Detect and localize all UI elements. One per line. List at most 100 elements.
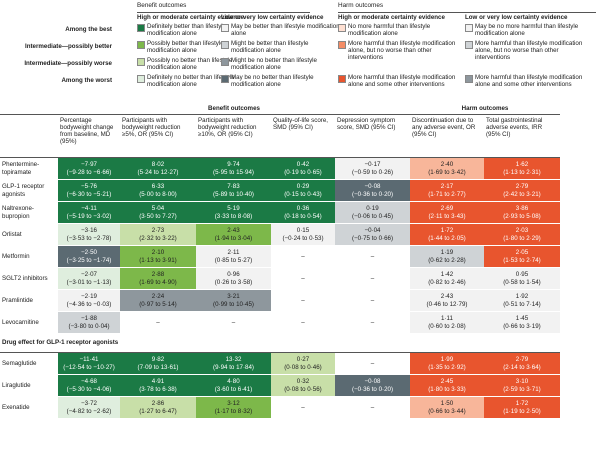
- cell-ci: (−3·25 to −1·74): [66, 256, 112, 264]
- result-cell: 2·86 (1·27 to 6·47): [120, 396, 196, 419]
- cell-value: –: [301, 403, 305, 411]
- result-cell: 2·43 (1·94 to 3·04): [196, 223, 271, 246]
- result-cell: 0·96 (0·26 to 3·58): [196, 267, 271, 290]
- cell-value: 5·19: [227, 204, 240, 212]
- result-cell: 2·79 (2·42 to 3·21): [484, 179, 560, 202]
- legend-swatch: [338, 41, 346, 49]
- result-cell: 1·92 (0·51 to 7·14): [484, 289, 560, 312]
- result-cell: −4·68 (−5·30 to −4·06): [58, 374, 120, 397]
- result-cell: 2·45 (1·80 to 3·33): [410, 374, 484, 397]
- cell-value: –: [370, 296, 375, 304]
- result-cell: 2·79 (2·14 to 3·64): [484, 352, 560, 375]
- cell-value: 0·19: [366, 204, 379, 212]
- table-row: Pramlintide −2·19 (−4·36 to −0·03) 2·24 (0·9…: [0, 289, 560, 312]
- cell-value: 0·95: [515, 270, 529, 278]
- cell-ci: (0·08 to 0·56): [284, 385, 322, 393]
- legend-item: Possibly no better than lifestyle modifi…: [137, 57, 257, 72]
- cell-ci: (−0·75 to 0·66): [351, 234, 394, 242]
- result-cell: −0·17 (−0·59 to 0·26): [335, 157, 410, 180]
- cell-ci: (0·51 to 7·14): [503, 300, 541, 308]
- result-cell: 0·36 (0·18 to 0·54): [271, 201, 335, 224]
- cell-value: 1·11: [441, 314, 453, 322]
- result-cell: 1·50 (0·66 to 3·44): [410, 396, 484, 419]
- cell-value: 7·83: [227, 182, 240, 190]
- legend-item-text: Possibly better than lifestyle modificat…: [147, 40, 224, 54]
- legend-swatch: [137, 41, 145, 49]
- table-row: GLP-1 receptor agonists −5·76 (−6·30 to −5…: [0, 179, 560, 202]
- cell-value: –: [370, 403, 375, 411]
- column-header: Depression symptom score, SMD (95% CI): [335, 114, 410, 158]
- cell-value: 2·03: [515, 226, 529, 234]
- result-cell: –: [196, 311, 271, 334]
- result-cell: 1·19 (0·62 to 2·28): [410, 245, 484, 268]
- cell-value: 5·04: [151, 204, 165, 212]
- cell-ci: (1·69 to 3·42): [428, 168, 466, 176]
- cell-value: 1·19: [440, 248, 454, 256]
- result-cell: 1·11 (0·60 to 2·08): [410, 311, 484, 334]
- cell-ci: (0·15 to 0·43): [284, 190, 322, 198]
- cell-ci: (0·82 to 2·46): [428, 278, 466, 286]
- cell-value: 2·17: [440, 182, 454, 190]
- cell-ci: (1·80 to 3·33): [428, 385, 466, 393]
- row-label: Phentermine-topiramate: [0, 157, 58, 180]
- cell-ci: (3·60 to 6·41): [214, 385, 253, 393]
- cell-ci: (1·27 to 6·47): [139, 407, 177, 415]
- cell-value: 6·33: [151, 182, 165, 190]
- corner: [0, 103, 58, 115]
- legend-item-text: Might be no better than lifestyle modifi…: [231, 57, 317, 71]
- cell-value: 0·15: [296, 226, 310, 234]
- cell-value: 0·96: [227, 270, 240, 278]
- cell-value: −0·04: [364, 226, 381, 234]
- cell-ci: (2·11 to 3·43): [428, 212, 466, 220]
- cell-ci: (1·17 to 8·32): [214, 407, 253, 415]
- cell-value: 2·86: [151, 399, 165, 407]
- cell-ci: (1·69 to 4·90): [139, 278, 177, 286]
- result-cell: –: [335, 396, 410, 419]
- legend-benefit-high: High or moderate certainty evidence: [137, 14, 244, 21]
- cell-ci: (0·66 to 3·44): [428, 407, 466, 415]
- table-row: Exenatide −3·72 (−4·82 to −2·62) 2·86 (1·27 …: [0, 396, 560, 419]
- cell-value: 8·02: [151, 160, 165, 168]
- cell-value: –: [370, 252, 375, 260]
- result-cell: −0·08 (−0·36 to 0·20): [335, 179, 410, 202]
- cell-ci: (1·53 to 2·74): [503, 256, 541, 264]
- results-table: Benefit outcomes Harm outcomes Percentage …: [0, 103, 560, 419]
- table-row: Liraglutide −4·68 (−5·30 to −4·06) 4·91 (3·7…: [0, 374, 560, 397]
- legend-item: More harmful than lifestyle modification…: [338, 40, 458, 62]
- legend-row: Intermediate—possibly worse Possibly no b…: [0, 57, 600, 72]
- result-cell: 3·12 (1·17 to 8·32): [196, 396, 271, 419]
- result-cell: –: [271, 289, 335, 312]
- cell-ci: (1·35 to 2·92): [428, 363, 466, 371]
- cell-value: 2·11: [227, 248, 240, 256]
- result-cell: 8·02 (5·24 to 12·27): [120, 157, 196, 180]
- result-cell: 4·91 (3·78 to 6·38): [120, 374, 196, 397]
- cell-value: –: [301, 318, 305, 326]
- cell-value: −3·72: [81, 399, 97, 407]
- cell-ci: (2·59 to 3·71): [503, 385, 541, 393]
- result-cell: –: [335, 289, 410, 312]
- cell-value: −11·41: [79, 355, 99, 363]
- legend-swatch: [465, 41, 473, 49]
- cell-value: 3·10: [515, 377, 529, 385]
- cell-ci: (7·09 to 13·61): [137, 363, 179, 371]
- cell-ci: (−9·28 to −6·66): [66, 168, 112, 176]
- result-cell: 5·04 (3·50 to 7·27): [120, 201, 196, 224]
- cell-ci: (2·42 to 3·21): [503, 190, 541, 198]
- result-cell: –: [335, 245, 410, 268]
- result-cell: −2·07 (−3·01 to −1·13): [58, 267, 120, 290]
- cell-ci: (1·71 to 2·77): [428, 190, 466, 198]
- cell-ci: (0·85 to 5·27): [214, 256, 253, 264]
- result-cell: −11·41 (−12·54 to −10·27): [58, 352, 120, 375]
- table-row: Semaglutide −11·41 (−12·54 to −10·27) 9·82(…: [0, 352, 560, 375]
- legend-row: Intermediate—possibly better Possibly bet…: [0, 40, 600, 61]
- legend-item-text: May be no better than lifestyle modifica…: [231, 74, 314, 88]
- cell-ci: (−5·19 to −3·02): [66, 212, 112, 220]
- result-cell: 0·19 (−0·06 to 0·45): [335, 201, 410, 224]
- result-cell: 2·43 (0·46 to 12·79): [410, 289, 484, 312]
- result-cell: 4·80 (3·60 to 6·41): [196, 374, 271, 397]
- cell-value: –: [370, 318, 375, 326]
- result-cell: −4·11 (−5·19 to −3·02): [58, 201, 120, 224]
- result-cell: 1·45 (0·66 to 3·19): [484, 311, 560, 334]
- cell-value: 2·45: [440, 377, 454, 385]
- cell-ci: (5·89 to 10·40): [213, 190, 254, 198]
